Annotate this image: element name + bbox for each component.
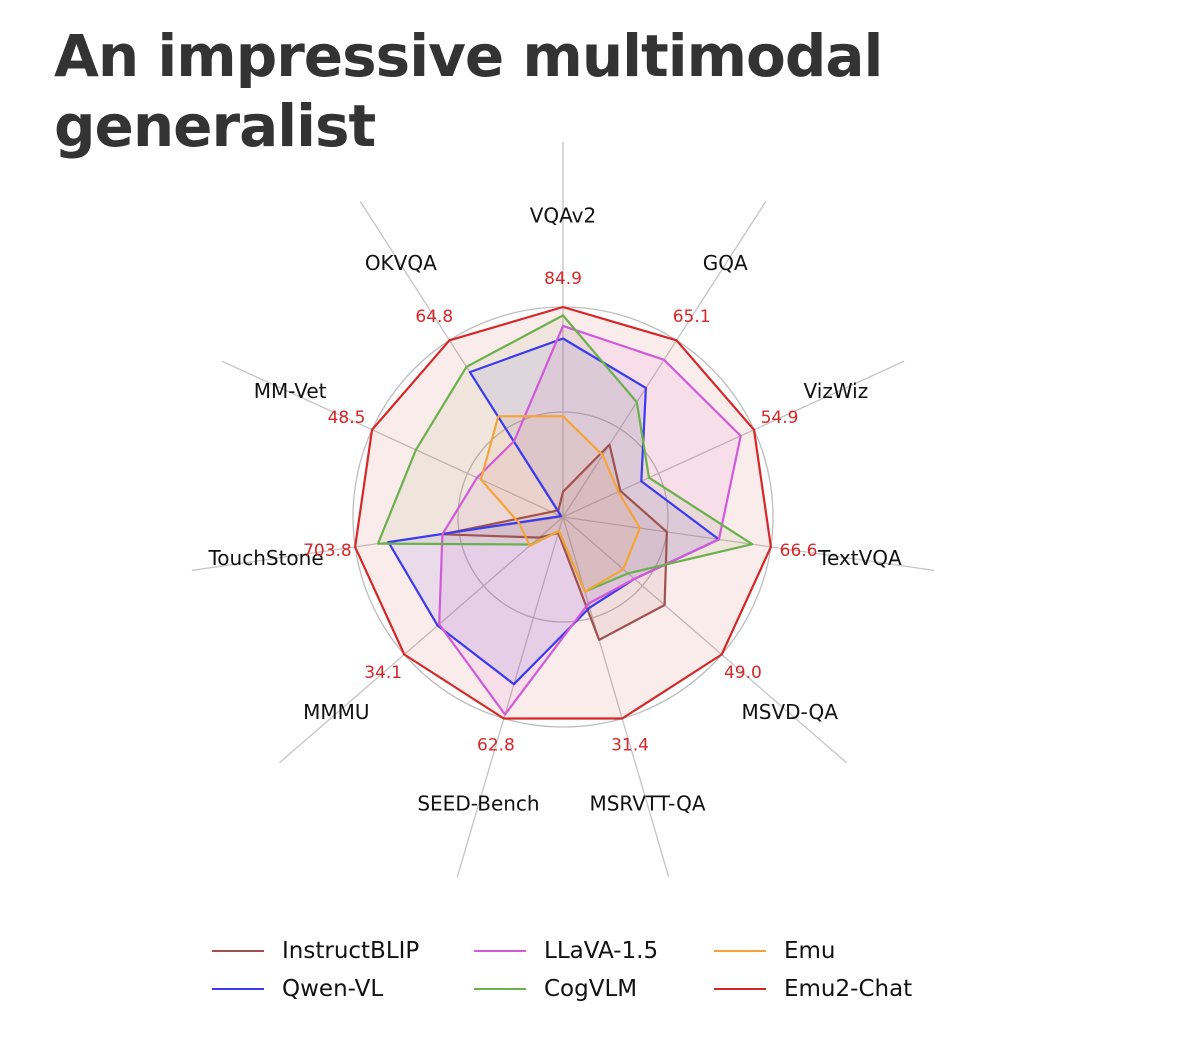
legend-swatch: [474, 988, 526, 990]
legend-label: Emu: [784, 938, 836, 964]
axis-label-mmmu: MMMU: [303, 700, 369, 724]
series-fills: [355, 307, 771, 719]
series-area-cogvlm: [378, 315, 753, 592]
axis-spoke-mm-vet: [221, 360, 564, 518]
value-label-gqa: 65.1: [673, 307, 711, 327]
value-label-vizwiz: 54.9: [761, 408, 799, 428]
legend-swatch: [212, 950, 264, 952]
value-label-vqav2: 84.9: [544, 269, 582, 289]
series-line-instructblip: [441, 443, 669, 642]
value-label-msvd-qa: 49.0: [724, 663, 762, 683]
value-label-touchstone: 703.8: [303, 541, 352, 561]
legend-item-instructblip[interactable]: InstructBLIP: [212, 936, 474, 966]
legend-item-emu2-chat[interactable]: Emu2-Chat: [714, 974, 954, 1004]
axis-spoke-textvqa: [562, 516, 935, 572]
axis-label-vqav2: VQAv2: [530, 204, 597, 228]
value-label-seed-bench: 62.8: [477, 735, 515, 755]
axis-label-gqa: GQA: [703, 251, 748, 275]
series-area-emu2-chat: [355, 307, 771, 719]
axis-labels: VQAv2 GQA VizWiz TextVQA MSVD-QA MSRVTT-QA SEE…: [207, 204, 902, 816]
value-label-textvqa: 66.6: [780, 541, 818, 561]
value-label-mm-vet: 48.5: [328, 408, 366, 428]
value-label-mmmu: 34.1: [364, 663, 402, 683]
legend-swatch: [714, 950, 766, 952]
value-label-msrvtt-qa: 31.4: [611, 735, 649, 755]
legend-label: InstructBLIP: [282, 938, 420, 964]
legend-item-qwen-vl[interactable]: Qwen-VL: [212, 974, 474, 1004]
series-line-emu: [479, 415, 642, 593]
axis-label-mm-vet: MM-Vet: [254, 379, 327, 403]
legend: InstructBLIP LLaVA-1.5 Emu Qwen-VL CogVL…: [212, 936, 954, 1004]
series-lines: [354, 305, 773, 720]
axis-label-vizwiz: VizWiz: [804, 379, 869, 403]
legend-swatch: [714, 988, 766, 990]
legend-swatch: [474, 950, 526, 952]
series-area-qwen-vl: [388, 338, 719, 685]
page-title: An impressive multimodal generalist: [54, 22, 883, 160]
legend-label: Qwen-VL: [282, 976, 384, 1002]
axis-spoke-seed-bench: [456, 516, 564, 877]
series-line-emu2-chat: [354, 305, 773, 720]
legend-label: LLaVA-1.5: [544, 938, 659, 964]
series-line-qwen-vl: [387, 337, 721, 686]
legend-label: CogVLM: [544, 976, 638, 1002]
legend-item-emu[interactable]: Emu: [714, 936, 954, 966]
value-label-okvqa: 64.8: [415, 307, 453, 327]
axis-label-seed-bench: SEED-Bench: [417, 791, 539, 815]
axis-spoke-msvd-qa: [562, 516, 847, 764]
axis-spoke-mmmu: [279, 516, 564, 764]
axis-label-msvd-qa: MSVD-QA: [742, 700, 839, 724]
series-area-llava-1-5: [439, 325, 741, 715]
legend-swatch: [212, 988, 264, 990]
axis-label-okvqa: OKVQA: [365, 251, 437, 275]
legend-item-cogvlm[interactable]: CogVLM: [474, 974, 714, 1004]
radar-chart: VQAv2 GQA VizWiz TextVQA MSVD-QA MSRVTT-QA SEE…: [191, 142, 935, 877]
axis-label-textvqa: TextVQA: [817, 546, 902, 570]
axis-label-touchstone: TouchStone: [207, 546, 323, 570]
axis-label-msrvtt-qa: MSRVTT-QA: [589, 791, 705, 815]
axis-spoke-msrvtt-qa: [562, 516, 670, 877]
legend-label: Emu2-Chat: [784, 976, 913, 1002]
legend-item-llava[interactable]: LLaVA-1.5: [474, 936, 714, 966]
